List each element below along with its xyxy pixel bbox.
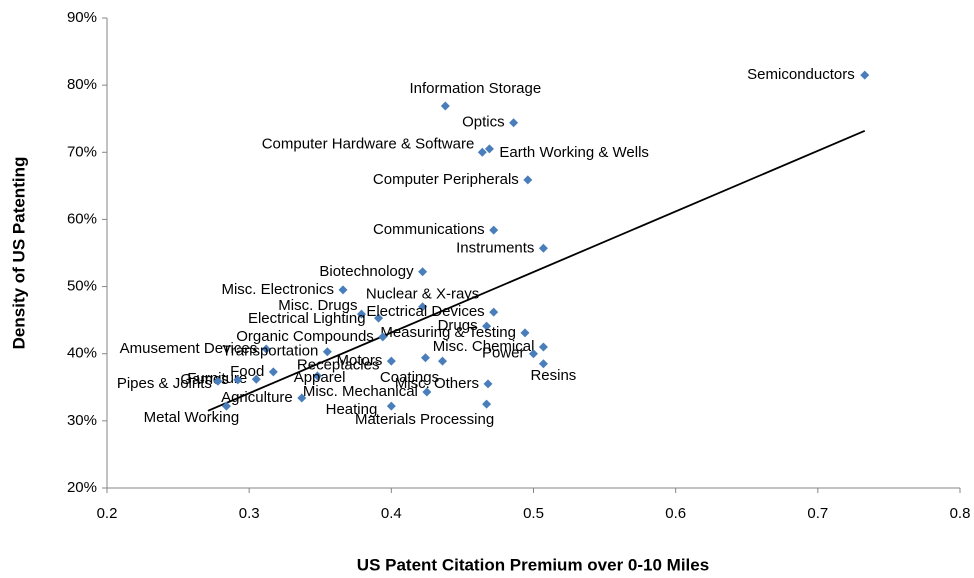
x-tick-label: 0.6	[665, 505, 686, 522]
data-point	[489, 307, 499, 317]
point-label: Misc. Drugs	[278, 297, 357, 314]
y-tick-label: 30%	[67, 412, 97, 429]
point-label: Transportation	[222, 343, 318, 360]
data-point	[221, 401, 231, 411]
point-label: Resins	[530, 367, 576, 384]
trendline	[207, 129, 866, 412]
y-tick-label: 50%	[67, 278, 97, 295]
point-label: Misc. Chemical	[433, 338, 535, 355]
data-point	[213, 376, 223, 386]
point-label: Coatings	[380, 369, 439, 386]
data-point	[440, 101, 450, 111]
point-label: Computer Peripherals	[373, 171, 519, 188]
data-point	[438, 356, 448, 366]
x-axis-title: US Patent Citation Premium over 0-10 Mil…	[357, 555, 709, 574]
data-point	[312, 371, 322, 381]
point-label: Materials Processing	[355, 411, 494, 428]
data-point	[261, 344, 271, 354]
data-point	[338, 285, 348, 295]
point-label: Apparel	[294, 369, 346, 386]
x-tick-label: 0.8	[950, 505, 971, 522]
y-tick-label: 60%	[67, 210, 97, 227]
point-label: Pipes & Joints	[117, 375, 212, 392]
data-point	[422, 387, 432, 397]
y-tick-label: 90%	[67, 9, 97, 26]
point-label: Nuclear & X-rays	[366, 286, 479, 303]
point-label: Heating	[326, 401, 378, 418]
point-label: Misc. Mechanical	[303, 383, 418, 400]
point-label: Drugs	[438, 317, 478, 334]
point-label: Optics	[462, 114, 505, 131]
y-tick-label: 80%	[67, 76, 97, 93]
y-tick-label: 40%	[67, 345, 97, 362]
data-point	[268, 367, 278, 377]
x-tick-label: 0.7	[807, 505, 828, 522]
data-point	[482, 321, 492, 331]
data-point	[418, 302, 428, 312]
data-point	[297, 393, 307, 403]
y-tick-label: 70%	[67, 143, 97, 160]
point-label: Power	[482, 345, 525, 362]
data-point	[374, 313, 384, 323]
data-point	[483, 379, 493, 389]
data-point	[509, 118, 519, 128]
data-point	[356, 309, 366, 319]
data-point	[386, 356, 396, 366]
point-label: Misc. Electronics	[221, 281, 334, 298]
data-point	[860, 70, 870, 80]
point-label: Organic Compounds	[236, 328, 374, 345]
point-label: Receptacles	[297, 357, 380, 374]
data-point	[322, 347, 332, 357]
data-point	[523, 175, 533, 185]
point-label: Electrical Devices	[366, 303, 484, 320]
data-point	[538, 359, 548, 369]
data-point	[538, 243, 548, 253]
data-point	[482, 399, 492, 409]
data-point	[386, 401, 396, 411]
x-tick-label: 0.3	[239, 505, 260, 522]
y-axis-title: Density of US Patenting	[9, 157, 28, 350]
point-label: Biotechnology	[319, 263, 414, 280]
data-point	[251, 374, 261, 384]
point-label: Communications	[373, 221, 485, 238]
point-label: Earth Working & Wells	[499, 144, 649, 161]
x-tick-label: 0.5	[523, 505, 544, 522]
data-point	[233, 375, 243, 385]
data-point	[529, 349, 538, 359]
point-label: Semiconductors	[747, 66, 855, 83]
point-label: Amusement Devices	[120, 340, 258, 357]
point-label: Misc. Others	[395, 375, 479, 392]
point-label: Information Storage	[409, 80, 541, 97]
data-point	[484, 144, 494, 154]
x-tick-label: 0.2	[97, 505, 118, 522]
point-label: Agriculture	[221, 389, 293, 406]
point-label: Computer Hardware & Software	[262, 135, 475, 152]
data-point	[378, 332, 388, 342]
data-point	[418, 267, 428, 277]
data-point	[477, 147, 487, 157]
point-label: Metal Working	[144, 409, 240, 426]
data-point	[520, 328, 530, 338]
point-label: Motors	[336, 352, 382, 369]
point-label: Measuring & Testing	[380, 324, 516, 341]
data-point	[538, 342, 548, 352]
y-tick-label: 20%	[67, 479, 97, 496]
x-tick-label: 0.4	[381, 505, 402, 522]
data-point	[420, 353, 430, 363]
point-label: Instruments	[456, 239, 534, 256]
data-point	[489, 225, 499, 235]
point-label: Electrical Lighting	[248, 310, 366, 327]
